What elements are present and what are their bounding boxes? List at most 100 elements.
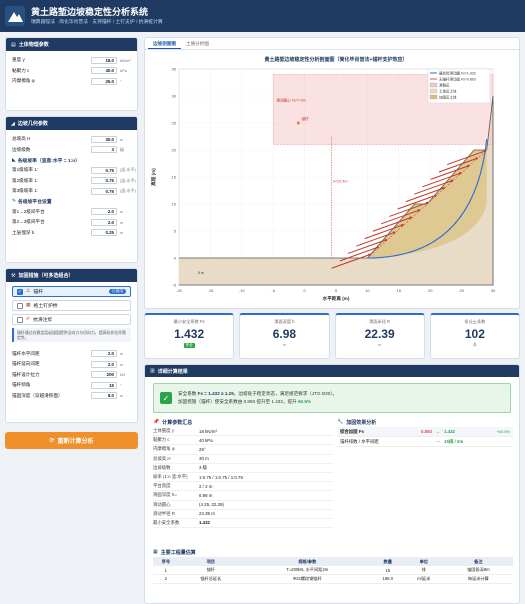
legend-swatch bbox=[429, 94, 438, 100]
quantity-title: ▦ 主要工程量估算 bbox=[153, 549, 196, 556]
param-label: 第1→2级间平台 bbox=[12, 208, 45, 214]
param-input[interactable]: 200 bbox=[91, 371, 117, 379]
param-unit: m bbox=[120, 230, 124, 236]
x-tick-label: 25 bbox=[459, 288, 464, 293]
tools-icon: ⚒ bbox=[11, 272, 16, 279]
param-input[interactable]: 0.25 bbox=[91, 229, 117, 237]
param-row: 重度 γ 18.0 kN/m³ bbox=[12, 55, 131, 66]
anchor-head bbox=[376, 246, 379, 249]
param-input[interactable]: 2.0 bbox=[91, 360, 117, 368]
table-cell: 排 bbox=[403, 566, 444, 575]
anchor-rod bbox=[339, 246, 378, 262]
param-input[interactable]: 18.0 bbox=[91, 56, 117, 64]
param-input[interactable]: 2.0 bbox=[91, 208, 117, 216]
param-label: 土层埋深 b bbox=[12, 229, 35, 235]
params-title: 📌 计算参数汇总 bbox=[153, 419, 193, 426]
anchor-head bbox=[434, 194, 437, 197]
compare-row: 锚杆排数 / 水平间距 —15排 / 2m bbox=[337, 437, 513, 447]
soil-card-header: ▤ 土体物理参数 bbox=[6, 38, 137, 51]
ruler-icon: ◢ bbox=[11, 120, 15, 127]
x-tick-label: -15 bbox=[208, 288, 215, 293]
param-input[interactable]: 0.75 bbox=[91, 187, 117, 195]
y-tick-label: 35 bbox=[172, 67, 177, 72]
param-row: 锚杆竖向间距 2.0 m bbox=[12, 359, 131, 370]
metric-label: 条分土条数 bbox=[464, 319, 486, 324]
checkbox[interactable]: ✓ bbox=[17, 288, 23, 295]
compare-after: 1.432 bbox=[444, 429, 455, 434]
param-unit: ° bbox=[120, 382, 122, 388]
param-input[interactable]: 15 bbox=[91, 381, 117, 389]
support-card-header: ⚒ 加固措施（可多选组合） bbox=[6, 269, 137, 282]
param-summary-value: 1.432 bbox=[199, 520, 210, 526]
anchor-head bbox=[368, 253, 371, 256]
x-tick-label: -5 bbox=[271, 288, 275, 293]
checkbox[interactable] bbox=[17, 302, 23, 309]
chart-annotation: 滑动圆心 Fs=7.0m bbox=[276, 97, 305, 102]
anchor-head bbox=[417, 209, 421, 212]
table-cell: Φ32螺纹钢锚杆 bbox=[242, 574, 372, 584]
param-summary-row: 坡率 (1:n 竖:水平) 1:0.75 / 1:0.75 / 1:0.75 bbox=[153, 473, 333, 483]
param-unit: m bbox=[120, 393, 124, 399]
compare-change: +60.5% bbox=[496, 429, 510, 434]
legend-box bbox=[427, 68, 491, 104]
param-unit: m bbox=[120, 219, 124, 225]
support-option[interactable]: ▦ 格土钉护桥 bbox=[12, 300, 131, 311]
legend-label: 土体区土体 bbox=[439, 88, 457, 93]
recalculate-button[interactable]: ⟳ 重新计算分析 bbox=[5, 432, 138, 449]
critical-slip-circle bbox=[367, 139, 488, 259]
param-summary-row: 滑动圆心 (4.25, 22.39) bbox=[153, 501, 333, 510]
param-label: 黏聚力 c bbox=[12, 67, 30, 73]
param-input[interactable]: 2.0 bbox=[91, 350, 117, 358]
checkbox[interactable] bbox=[17, 316, 23, 323]
legend-swatch bbox=[429, 82, 438, 88]
param-row: 第2→3级间平台 2.0 m bbox=[12, 217, 131, 228]
pencil-icon: ✎ bbox=[12, 199, 17, 204]
selected-badge: 已选用 bbox=[108, 289, 126, 294]
support-option-label: 抗滑注浆 bbox=[33, 318, 53, 323]
tab-profile[interactable]: 边坡剖面图 bbox=[148, 38, 181, 49]
layers-icon: ▤ bbox=[11, 41, 16, 48]
legend-swatch bbox=[429, 88, 438, 94]
soil-card: ▤ 土体物理参数 重度 γ 18.0 kN/m³ 黏聚力 c 40.0 kPa 内摩擦角 φ 2… bbox=[5, 37, 138, 111]
param-summary-key: 滑动圆心 bbox=[153, 501, 171, 507]
param-summary-key: 边坡级数 bbox=[153, 464, 171, 470]
legend-label: 无锚杆滑动面 Fs=0.893 bbox=[439, 76, 476, 81]
app-logo bbox=[5, 6, 25, 26]
param-input[interactable]: 40.0 bbox=[91, 67, 117, 75]
param-row: 土层埋深 b 0.25 m bbox=[12, 228, 131, 239]
support-option[interactable]: ✐ 抗滑注浆 bbox=[12, 314, 131, 325]
metric-label: 最小安全系数 Fs bbox=[173, 319, 205, 324]
metric-card: 滑面半径 R 22.39 m bbox=[334, 313, 425, 359]
param-row: 锚杆设计拉力 200 kN bbox=[12, 369, 131, 380]
param-label: 锚杆竖向间距 bbox=[12, 361, 40, 367]
arrow-icon: → bbox=[435, 429, 441, 434]
support-option[interactable]: ✓ ⚓ 锚杆 已选用 bbox=[12, 286, 131, 297]
param-input[interactable]: 2.0 bbox=[91, 218, 117, 226]
anchor-rod bbox=[397, 195, 436, 210]
param-summary-row: 最小安全系数 1.432 bbox=[153, 519, 333, 529]
metric-unit-text: m bbox=[282, 342, 287, 347]
tab-soil-analysis[interactable]: 土质分析图 bbox=[185, 41, 209, 46]
param-label: 第2→3级间平台 bbox=[12, 219, 45, 225]
param-summary-row: 滑动半径 R 22.39 m bbox=[153, 510, 333, 519]
param-label: 第1级坡率 1: bbox=[12, 167, 39, 173]
param-input[interactable]: 0.75 bbox=[91, 177, 117, 185]
param-input[interactable]: 25.0 bbox=[91, 77, 117, 85]
param-unit: m bbox=[120, 351, 124, 357]
param-unit: m bbox=[120, 361, 124, 367]
param-input[interactable]: 8.0 bbox=[91, 392, 117, 400]
param-summary-value: 25° bbox=[199, 446, 206, 452]
refresh-icon: ⟳ bbox=[49, 438, 55, 444]
metric-unit: 条 bbox=[431, 342, 519, 348]
param-summary-row: 总坡高 H 30 m bbox=[153, 455, 333, 464]
table-header-cell: 项目 bbox=[178, 557, 243, 566]
param-label: 内摩擦角 φ bbox=[12, 78, 35, 84]
param-input[interactable]: 30.0 bbox=[91, 135, 117, 143]
param-input[interactable]: 3 bbox=[91, 146, 117, 154]
anchor-head bbox=[425, 201, 429, 205]
param-input[interactable]: 0.75 bbox=[91, 166, 117, 174]
metric-value: 1.432 bbox=[174, 327, 205, 341]
param-summary-key: 最小安全系数 bbox=[153, 519, 180, 525]
table-header-cell: 备注 bbox=[443, 557, 513, 566]
y-tick-label: 25 bbox=[172, 121, 177, 126]
